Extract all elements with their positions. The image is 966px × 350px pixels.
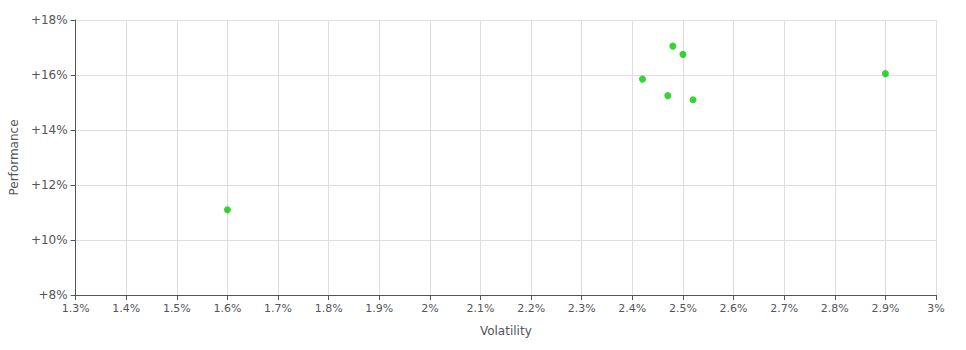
svg-text:1.7%: 1.7%: [264, 302, 292, 315]
svg-text:+18%: +18%: [31, 13, 68, 27]
svg-text:2.4%: 2.4%: [618, 302, 646, 315]
svg-text:Volatility: Volatility: [480, 324, 532, 338]
svg-text:Performance: Performance: [7, 119, 21, 195]
svg-text:1.8%: 1.8%: [315, 302, 343, 315]
svg-text:2.9%: 2.9%: [871, 302, 899, 315]
svg-text:1.4%: 1.4%: [112, 302, 140, 315]
svg-text:2.3%: 2.3%: [568, 302, 596, 315]
svg-text:3%: 3%: [927, 302, 944, 315]
svg-text:1.3%: 1.3%: [62, 302, 90, 315]
svg-text:2%: 2%: [421, 302, 438, 315]
svg-text:2.2%: 2.2%: [517, 302, 545, 315]
svg-text:+8%: +8%: [39, 288, 68, 302]
svg-text:2.5%: 2.5%: [669, 302, 697, 315]
svg-text:2.8%: 2.8%: [821, 302, 849, 315]
svg-text:1.9%: 1.9%: [365, 302, 393, 315]
svg-text:+16%: +16%: [31, 68, 68, 82]
svg-text:2.6%: 2.6%: [720, 302, 748, 315]
svg-text:+12%: +12%: [31, 178, 68, 192]
svg-text:1.5%: 1.5%: [163, 302, 191, 315]
svg-text:1.6%: 1.6%: [213, 302, 241, 315]
svg-text:2.7%: 2.7%: [770, 302, 798, 315]
svg-text:+10%: +10%: [31, 233, 68, 247]
svg-text:2.1%: 2.1%: [467, 302, 495, 315]
svg-text:+14%: +14%: [31, 123, 68, 137]
